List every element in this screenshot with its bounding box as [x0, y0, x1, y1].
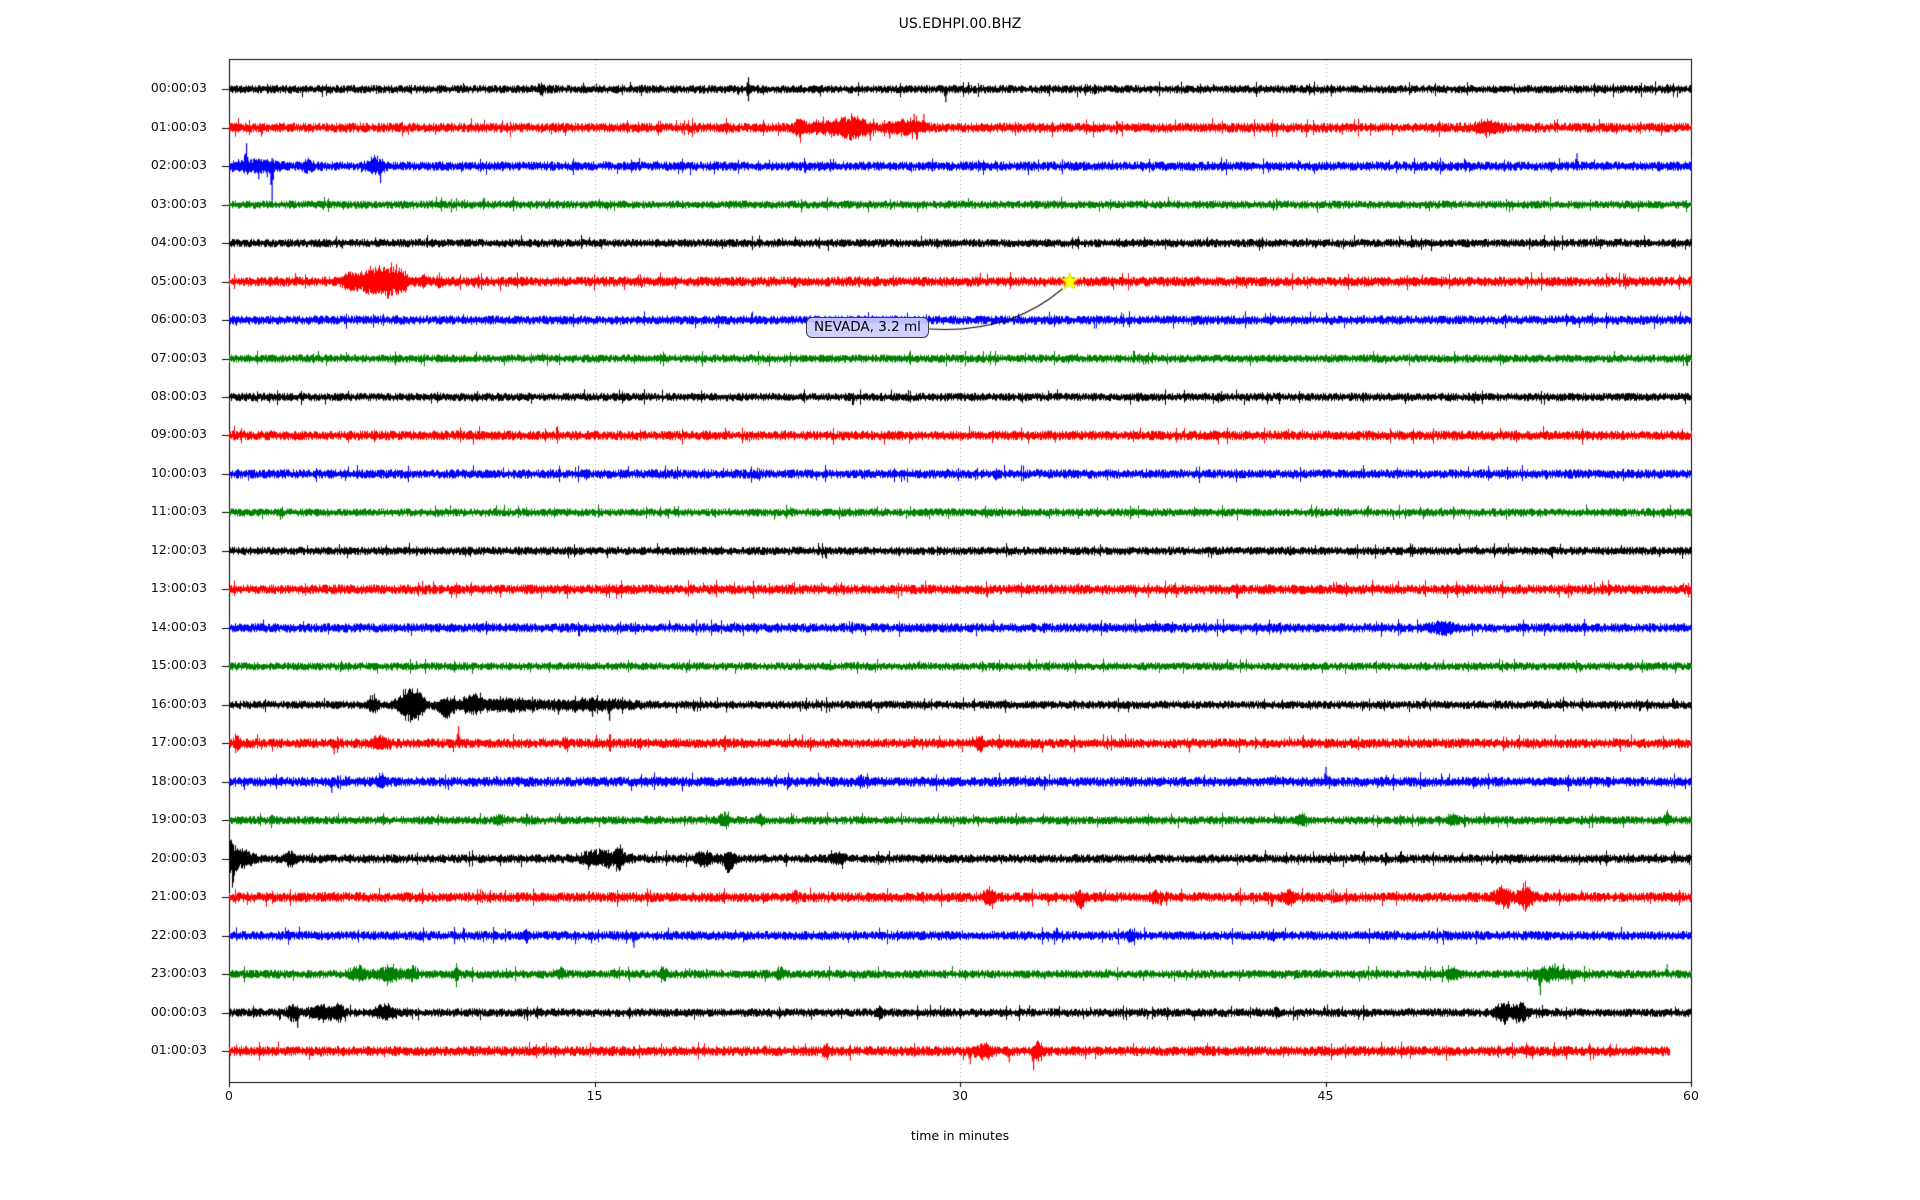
- y-tick-label: 21:00:03: [150, 888, 207, 904]
- y-tick-label: 14:00:03: [150, 618, 207, 634]
- plot-title: US.EDHPI.00.BHZ: [898, 16, 1022, 32]
- y-tick-label: 22:00:03: [150, 926, 207, 942]
- y-tick-label: 18:00:03: [150, 772, 207, 788]
- x-axis-title: time in minutes: [910, 1128, 1010, 1143]
- y-tick-label: 17:00:03: [150, 734, 207, 750]
- y-tick-label: 12:00:03: [150, 541, 207, 557]
- y-tick-label: 00:00:03: [150, 80, 207, 96]
- y-tick-label: 11:00:03: [150, 503, 207, 519]
- y-tick-label: 19:00:03: [150, 811, 207, 827]
- y-tick-label: 01:00:03: [150, 118, 207, 134]
- y-tick-label: 00:00:03: [150, 1003, 207, 1019]
- y-tick-label: 23:00:03: [150, 965, 207, 981]
- y-tick-label: 07:00:03: [150, 349, 207, 365]
- x-tick-label: 30: [952, 1088, 968, 1103]
- y-tick-label: 08:00:03: [150, 388, 207, 404]
- event-annotation-label: NEVADA, 3.2 ml: [806, 317, 929, 338]
- x-tick-label: 0: [225, 1088, 233, 1103]
- y-tick-label: 20:00:03: [150, 849, 207, 865]
- x-tick-label: 45: [1317, 1088, 1334, 1103]
- y-tick-label: 09:00:03: [150, 426, 207, 442]
- y-tick-label: 03:00:03: [150, 195, 207, 211]
- y-tick-label: 02:00:03: [150, 157, 207, 173]
- x-tick-label: 15: [586, 1088, 603, 1103]
- x-tick-label: 60: [1683, 1088, 1699, 1103]
- y-tick-label: 16:00:03: [150, 695, 207, 711]
- y-tick-label: 15:00:03: [150, 657, 207, 673]
- y-tick-label: 04:00:03: [150, 234, 207, 250]
- y-tick-label: 05:00:03: [150, 272, 207, 288]
- y-tick-label: 06:00:03: [150, 311, 207, 327]
- y-tick-label: 13:00:03: [150, 580, 207, 596]
- y-tick-label: 10:00:03: [150, 464, 207, 480]
- y-tick-label: 01:00:03: [150, 1042, 207, 1058]
